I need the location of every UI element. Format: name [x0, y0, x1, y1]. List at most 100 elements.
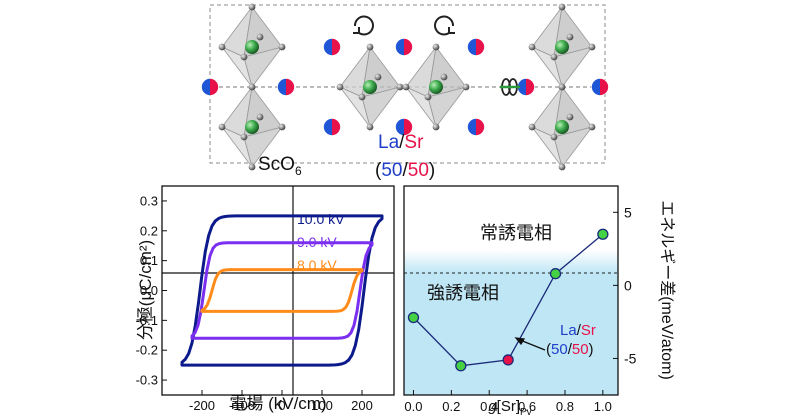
o-atom — [366, 123, 374, 131]
x-tick-label: 0 — [278, 398, 285, 413]
right-plot-frame — [403, 185, 619, 396]
sc-atom — [429, 80, 443, 94]
o-atom — [558, 163, 566, 171]
o-atom — [336, 83, 344, 91]
ferroelectric-label: 強誘電相 — [427, 283, 499, 303]
la-sr-atom — [395, 38, 413, 56]
sco6-octahedron — [528, 83, 596, 171]
energy-point — [455, 360, 467, 372]
left-x-axis-label: 電場 (kV/cm) — [229, 394, 326, 413]
la-sr-atom — [201, 78, 219, 96]
x-tick-label: 1.0 — [594, 399, 612, 414]
o-atom — [550, 133, 558, 141]
sco6-label: ScO6 — [258, 154, 302, 178]
o-atom — [566, 113, 574, 121]
x-tick-label: 200 — [351, 398, 373, 413]
sc-atom — [245, 120, 259, 134]
y-tick-label: -5 — [624, 350, 637, 366]
paraelectric-fade — [404, 250, 618, 273]
y-tick-label: -0.1 — [136, 313, 158, 328]
o-atom — [558, 3, 566, 11]
y-tick-label: 5 — [624, 204, 632, 220]
o-atom — [402, 83, 410, 91]
o-atom — [432, 43, 440, 51]
o-atom — [278, 123, 286, 131]
sc-atom — [245, 40, 259, 54]
la-sr-atom — [467, 118, 485, 136]
o-atom — [558, 83, 566, 91]
x-tick-label: 100 — [311, 398, 333, 413]
o-atom — [256, 33, 264, 41]
la-sr-atom — [517, 78, 535, 96]
hysteresis-loop-100 — [180, 214, 384, 367]
la-sr-atom — [323, 38, 341, 56]
o-atom — [218, 43, 226, 51]
paraelectric-label: 常誘電相 — [480, 223, 552, 243]
o-atom — [432, 123, 440, 131]
la-sr-atom — [591, 78, 609, 96]
y-tick-label: -0.3 — [136, 373, 158, 388]
o-atom — [248, 3, 256, 11]
sc-atom — [555, 120, 569, 134]
tilt-arrow-icon — [500, 78, 520, 96]
sc-atom — [363, 80, 377, 94]
right-x-axis-label: g[Sr]Pv — [488, 398, 531, 418]
sco6-octahedron — [218, 3, 286, 91]
crystal-structure: ScO6 La/Sr (50/50) — [201, 3, 609, 181]
energy-point — [407, 311, 420, 324]
x-tick-label: 0.4 — [480, 399, 498, 414]
energy-point-highlight — [502, 354, 514, 366]
o-atom — [566, 33, 574, 41]
o-atom — [256, 113, 264, 121]
sco6-octahedron — [218, 83, 286, 171]
o-atom — [550, 53, 558, 61]
energy-chart: 0.0 0.2 0.4 0.6 0.8 1.0 -5 0 5 常誘電相 強誘電相 La/Sr (… — [403, 185, 676, 418]
o-atom — [374, 73, 382, 81]
loop-label: 9.0 kV — [297, 234, 337, 250]
x-tick-label: 0.2 — [442, 399, 460, 414]
la-sr-atom — [323, 118, 341, 136]
o-atom — [278, 43, 286, 51]
x-tick-label: -200 — [189, 398, 215, 413]
la-sr-site-label: La/Sr — [378, 132, 424, 153]
o-atom — [240, 133, 248, 141]
la-sr-ratio-label: (50/50) — [375, 160, 435, 181]
la-sr-atom — [467, 38, 485, 56]
o-atom — [396, 83, 404, 91]
ratio-annotation: (50/50) — [546, 341, 594, 358]
left-y-axis-label: 分極(μC/cm²) — [136, 240, 155, 340]
energy-point — [549, 268, 562, 280]
la-sr-annotation: La/Sr — [560, 322, 596, 339]
sc-atom — [555, 40, 569, 54]
o-atom — [440, 73, 448, 81]
sco6-octahedron — [402, 43, 470, 131]
o-atom — [240, 53, 248, 61]
unit-cell-box — [209, 4, 606, 164]
o-atom — [424, 93, 432, 101]
y-tick-label: 0.0 — [140, 283, 158, 298]
x-tick-label: 0.6 — [518, 399, 536, 414]
rotation-arrow-ccw-icon — [434, 15, 455, 36]
sco6-octahedron — [336, 43, 404, 131]
rotation-arrow-cw-icon — [353, 15, 374, 36]
hysteresis-chart: -200 -100 0 100 200-0.3-0.2-0.10.00.10.20.3 … — [136, 185, 395, 413]
hysteresis-loop-90 — [190, 241, 374, 340]
x-tick-label: 0.8 — [556, 399, 574, 414]
o-atom — [462, 83, 470, 91]
energy-point — [597, 228, 609, 240]
sco6-octahedron — [528, 3, 596, 91]
y-tick-label: 0.3 — [140, 193, 158, 208]
y-tick-label: 0.2 — [140, 223, 158, 238]
o-atom — [366, 43, 374, 51]
y-tick-label: 0 — [624, 277, 632, 293]
la-sr-atom — [395, 118, 413, 136]
o-atom — [528, 123, 536, 131]
o-atom — [218, 123, 226, 131]
annotation-arrow — [514, 337, 546, 351]
right-y-axis-label: エネルギー差(meV/atom) — [658, 200, 676, 380]
loop-label: 10.0 kV — [297, 211, 345, 227]
o-atom — [358, 93, 366, 101]
o-atom — [588, 123, 596, 131]
x-tick-label: 0.0 — [404, 399, 422, 414]
